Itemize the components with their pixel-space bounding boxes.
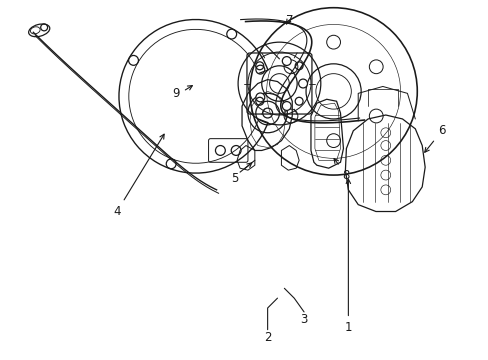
Circle shape (255, 65, 264, 74)
Text: 7: 7 (285, 14, 292, 27)
Text: 8: 8 (333, 159, 349, 181)
Text: 9: 9 (172, 87, 180, 100)
Text: 6: 6 (424, 124, 445, 152)
Circle shape (282, 57, 290, 66)
Text: 3: 3 (300, 313, 307, 326)
Circle shape (282, 102, 290, 111)
Text: 2: 2 (264, 331, 271, 344)
Text: 5: 5 (231, 171, 238, 185)
Text: 1: 1 (344, 179, 351, 334)
Text: 4: 4 (113, 134, 164, 218)
Circle shape (298, 79, 307, 88)
Circle shape (255, 93, 264, 102)
